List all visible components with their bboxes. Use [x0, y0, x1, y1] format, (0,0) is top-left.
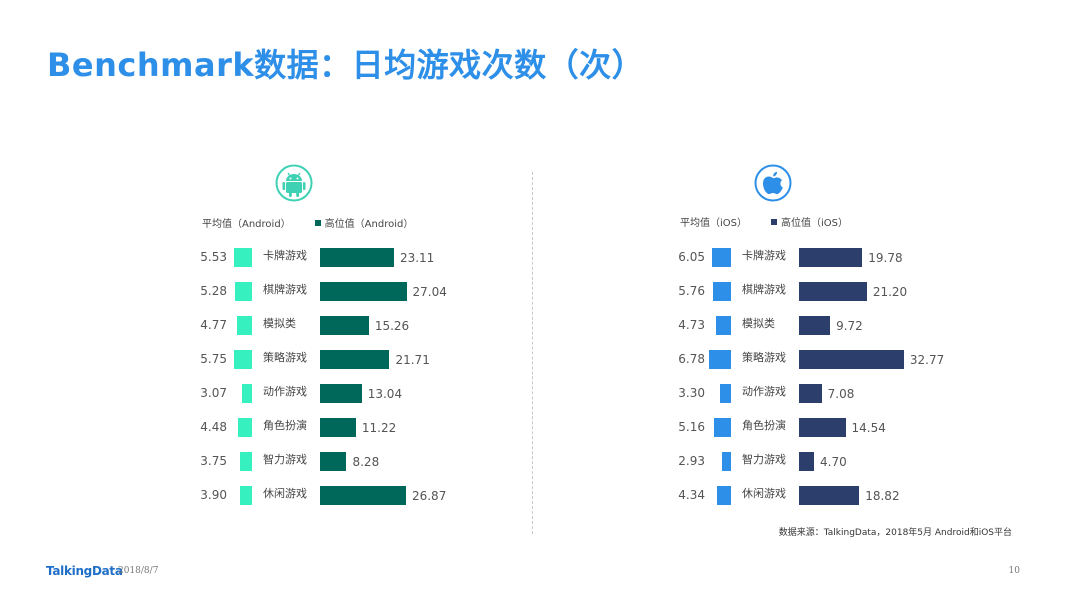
category-label: 卡牌游戏 — [263, 249, 307, 262]
median-bar — [320, 418, 356, 437]
category-label: 策略游戏 — [263, 351, 307, 364]
avg-value-label: 5.53 — [200, 250, 227, 264]
avg-value-label: 5.75 — [200, 352, 227, 366]
avg-bar — [237, 418, 252, 437]
category-label: 智力游戏 — [263, 453, 307, 466]
category-label: 棋牌游戏 — [263, 283, 307, 296]
median-bar — [799, 452, 815, 471]
avg-value-label: 6.05 — [678, 250, 705, 264]
median-value-label: 7.08 — [827, 387, 855, 401]
median-bar — [320, 486, 406, 505]
median-value-label: 27.04 — [412, 285, 447, 299]
avg-bar — [711, 248, 731, 267]
median-bar — [799, 248, 863, 267]
avg-bar — [714, 418, 731, 437]
category-label: 休闲游戏 — [263, 487, 307, 500]
avg-value-label: 4.34 — [678, 488, 705, 502]
avg-bar — [709, 350, 731, 369]
talkingdata-logo: TalkingData — [46, 564, 123, 578]
avg-bar — [234, 248, 252, 267]
apple-icon — [754, 164, 792, 206]
avg-value-label: 3.07 — [200, 386, 227, 400]
footer-date: 2018/8/7 — [118, 566, 159, 576]
median-bar — [320, 350, 390, 369]
chart-divider — [532, 172, 533, 534]
median-value-label: 23.11 — [399, 251, 435, 265]
median-bar — [799, 418, 846, 437]
android-icon — [275, 164, 313, 206]
median-value-label: 8.28 — [352, 455, 380, 469]
median-bar — [799, 350, 904, 369]
category-label: 休闲游戏 — [742, 487, 786, 500]
median-bar — [799, 384, 822, 403]
category-label: 卡牌游戏 — [742, 249, 786, 262]
page-number: 10 — [1008, 566, 1020, 576]
avg-value-label: 4.48 — [200, 420, 227, 434]
page-title: Benchmark数据：日均游戏次数（次） — [47, 46, 645, 84]
category-label: 策略游戏 — [742, 351, 786, 364]
avg-bar — [240, 452, 252, 471]
data-source-note: 数据来源：TalkingData，2018年5月 Android和iOS平台 — [778, 528, 1012, 538]
median-value-label: 21.20 — [872, 285, 908, 299]
legend-median-swatch — [314, 219, 321, 226]
median-bar — [320, 282, 407, 301]
median-bar — [320, 316, 369, 335]
median-value-label: 18.82 — [865, 489, 900, 503]
avg-bar — [239, 486, 252, 505]
legend-median-label: 高位值（Android） — [324, 219, 414, 230]
median-bar — [320, 384, 362, 403]
avg-value-label: 5.28 — [200, 284, 227, 298]
median-value-label: 11.22 — [361, 421, 397, 435]
avg-bar — [235, 282, 252, 301]
median-bar — [799, 282, 867, 301]
median-bar — [799, 316, 831, 335]
median-value-label: 4.70 — [820, 455, 847, 469]
legend-avg-label: 平均值（Android） — [202, 219, 291, 230]
avg-bar — [236, 316, 252, 335]
legend-median-swatch — [771, 218, 777, 225]
avg-bar — [242, 384, 252, 403]
category-label: 角色扮演 — [263, 419, 307, 432]
median-value-label: 14.54 — [851, 421, 886, 435]
avg-value-label: 6.78 — [678, 352, 705, 366]
category-label: 智力游戏 — [742, 453, 786, 466]
avg-bar — [712, 282, 731, 301]
legend-avg-label: 平均值（iOS） — [680, 218, 747, 229]
legend-median-label: 高位值（iOS） — [781, 218, 848, 229]
avg-value-label: 5.76 — [678, 284, 705, 298]
avg-value-label: 3.30 — [678, 386, 705, 400]
category-label: 角色扮演 — [742, 419, 786, 432]
category-label: 动作游戏 — [742, 385, 786, 398]
median-value-label: 32.77 — [909, 353, 945, 367]
median-value-label: 9.72 — [836, 319, 863, 333]
median-bar — [799, 486, 860, 505]
category-label: 动作游戏 — [263, 385, 307, 398]
median-value-label: 13.04 — [367, 387, 403, 401]
avg-bar — [720, 384, 731, 403]
avg-value-label: 2.93 — [678, 454, 705, 468]
median-bar — [320, 452, 347, 471]
avg-value-label: 3.90 — [200, 488, 227, 502]
median-value-label: 21.71 — [395, 353, 430, 367]
category-label: 模拟类 — [742, 317, 775, 330]
median-bar — [320, 248, 394, 267]
avg-value-label: 5.16 — [678, 420, 705, 434]
ios-legend: 平均值（iOS） 高位值（iOS） — [680, 214, 848, 229]
median-value-label: 15.26 — [374, 319, 410, 333]
avg-value-label: 3.75 — [200, 454, 227, 468]
avg-bar — [721, 452, 731, 471]
avg-value-label: 4.77 — [200, 318, 227, 332]
category-label: 棋牌游戏 — [742, 283, 786, 296]
avg-bar — [717, 486, 731, 505]
median-value-label: 26.87 — [411, 489, 447, 503]
avg-bar — [233, 350, 252, 369]
android-legend: 平均值（Android） 高位值（Android） — [202, 215, 413, 230]
avg-value-label: 4.73 — [678, 318, 705, 332]
category-label: 模拟类 — [263, 317, 296, 330]
avg-bar — [715, 316, 731, 335]
median-value-label: 19.78 — [868, 251, 903, 265]
